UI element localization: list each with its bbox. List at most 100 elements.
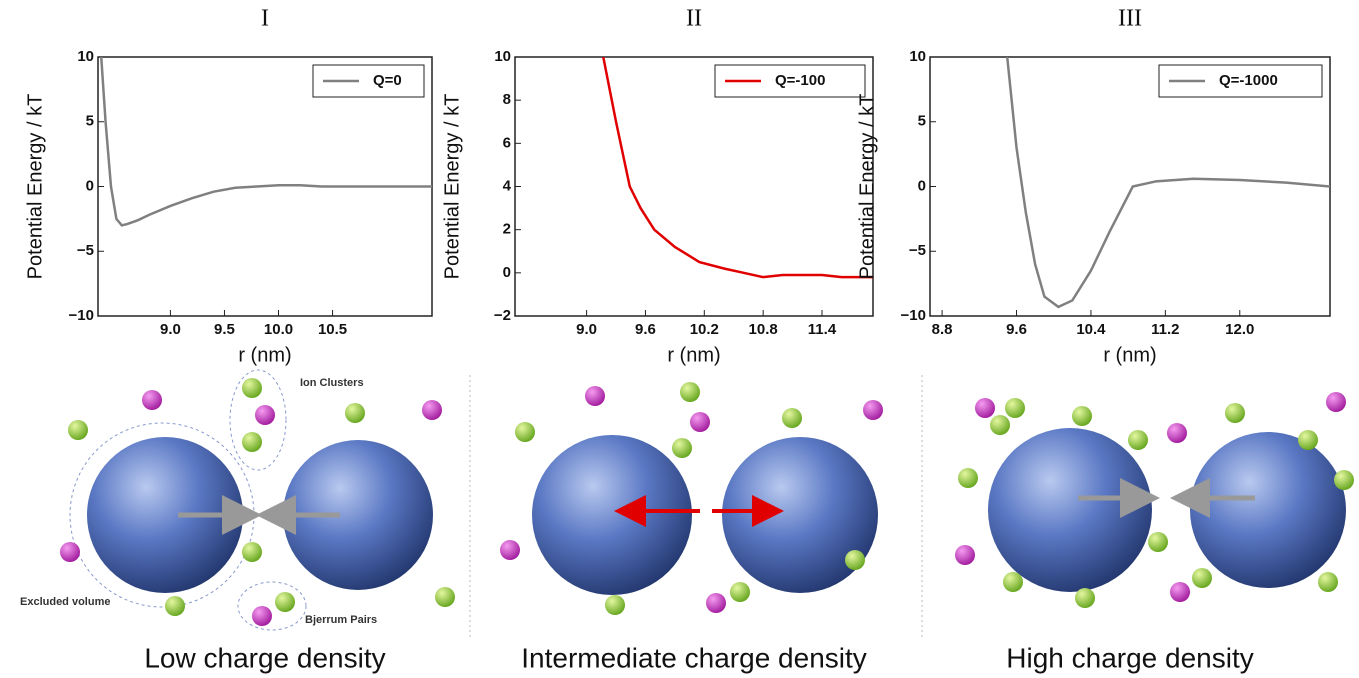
ion	[435, 587, 455, 607]
y-axis-label: Potential Energy / kT	[24, 94, 46, 280]
ion	[585, 386, 605, 406]
ion	[252, 606, 272, 626]
ion	[500, 540, 520, 560]
ion	[1225, 403, 1245, 423]
x-tick-label: 9.0	[576, 321, 597, 338]
ion	[1003, 572, 1023, 592]
annotation: Bjerrum Pairs	[305, 614, 377, 626]
y-tick-label: −2	[494, 307, 511, 324]
ion	[975, 398, 995, 418]
sphere	[283, 440, 433, 590]
ion	[242, 378, 262, 398]
y-tick-label: −10	[69, 307, 94, 324]
sphere	[87, 437, 243, 593]
ion	[680, 382, 700, 402]
ion	[60, 542, 80, 562]
illustration	[60, 369, 1354, 640]
ion	[422, 400, 442, 420]
y-tick-label: 10	[909, 48, 926, 65]
annotation: Excluded volume	[20, 596, 110, 608]
caption: Low charge density	[144, 642, 385, 673]
ion	[1192, 568, 1212, 588]
x-tick-label: 10.8	[749, 321, 778, 338]
ion	[1170, 582, 1190, 602]
plot-area	[929, 56, 1331, 317]
x-tick-label: 11.2	[1151, 321, 1179, 338]
line	[602, 57, 873, 279]
panel-label: I	[261, 6, 269, 32]
legend-label: Q=-100	[775, 72, 825, 89]
y-tick-label: 2	[503, 221, 511, 238]
ion	[782, 408, 802, 428]
ion	[165, 596, 185, 616]
ion	[1334, 470, 1354, 490]
ion	[515, 422, 535, 442]
caption: Intermediate charge density	[521, 642, 867, 673]
ion	[345, 403, 365, 423]
ion	[1326, 392, 1346, 412]
panel-label: II	[686, 6, 702, 32]
ion	[1148, 532, 1168, 552]
ion	[1075, 588, 1095, 608]
line	[99, 57, 432, 227]
ion	[275, 592, 295, 612]
panel-label: III	[1118, 6, 1142, 32]
y-axis-label: Potential Energy / kT	[441, 94, 463, 280]
ion	[958, 468, 978, 488]
ion	[242, 432, 262, 452]
y-tick-label: 6	[503, 134, 511, 151]
y-tick-label: 0	[918, 177, 926, 194]
bjerrum-pair	[237, 581, 307, 631]
x-tick-label: 10.5	[318, 321, 347, 338]
y-tick-label: 5	[918, 113, 926, 130]
ion	[1072, 406, 1092, 426]
ion	[605, 595, 625, 615]
annotation: Ion Clusters	[300, 377, 364, 389]
ion	[845, 550, 865, 570]
x-tick-label: 9.6	[635, 321, 656, 338]
sphere	[722, 437, 878, 593]
ion	[1318, 572, 1338, 592]
ion	[1128, 430, 1148, 450]
x-tick-label: 8.8	[932, 321, 953, 338]
y-tick-label: 4	[503, 177, 512, 194]
y-tick-label: −5	[909, 242, 926, 259]
y-tick-label: 0	[86, 177, 94, 194]
x-axis-label: r (nm)	[1103, 344, 1156, 366]
x-axis-label: r (nm)	[667, 344, 720, 366]
ion	[990, 415, 1010, 435]
x-tick-label: 9.6	[1006, 321, 1027, 338]
y-tick-label: −10	[901, 307, 926, 324]
sphere	[988, 428, 1152, 592]
ion	[955, 545, 975, 565]
y-axis-label: Potential Energy / kT	[856, 94, 878, 280]
x-tick-label: 10.0	[264, 321, 293, 338]
ion	[142, 390, 162, 410]
ion	[672, 438, 692, 458]
x-tick-label: 10.2	[690, 321, 719, 338]
x-axis-label: r (nm)	[238, 344, 291, 366]
ion-cluster	[229, 369, 287, 471]
y-tick-label: 8	[503, 91, 511, 108]
y-tick-label: 10	[494, 48, 511, 65]
ion	[730, 582, 750, 602]
x-tick-label: 10.4	[1076, 321, 1106, 338]
ion	[690, 412, 710, 432]
ion	[68, 420, 88, 440]
ion	[242, 542, 262, 562]
x-tick-label: 9.0	[160, 321, 181, 338]
ion	[1167, 423, 1187, 443]
sphere	[1190, 432, 1346, 588]
x-tick-label: 11.4	[808, 321, 837, 338]
ion	[1005, 398, 1025, 418]
caption: High charge density	[1006, 642, 1253, 673]
ion	[706, 593, 726, 613]
line	[1005, 57, 1330, 309]
y-tick-label: −5	[77, 242, 94, 259]
ion	[1298, 430, 1318, 450]
x-tick-label: 9.5	[214, 321, 235, 338]
legend-label: Q=-1000	[1219, 72, 1278, 89]
ion	[863, 400, 883, 420]
x-tick-label: 12.0	[1225, 321, 1254, 338]
